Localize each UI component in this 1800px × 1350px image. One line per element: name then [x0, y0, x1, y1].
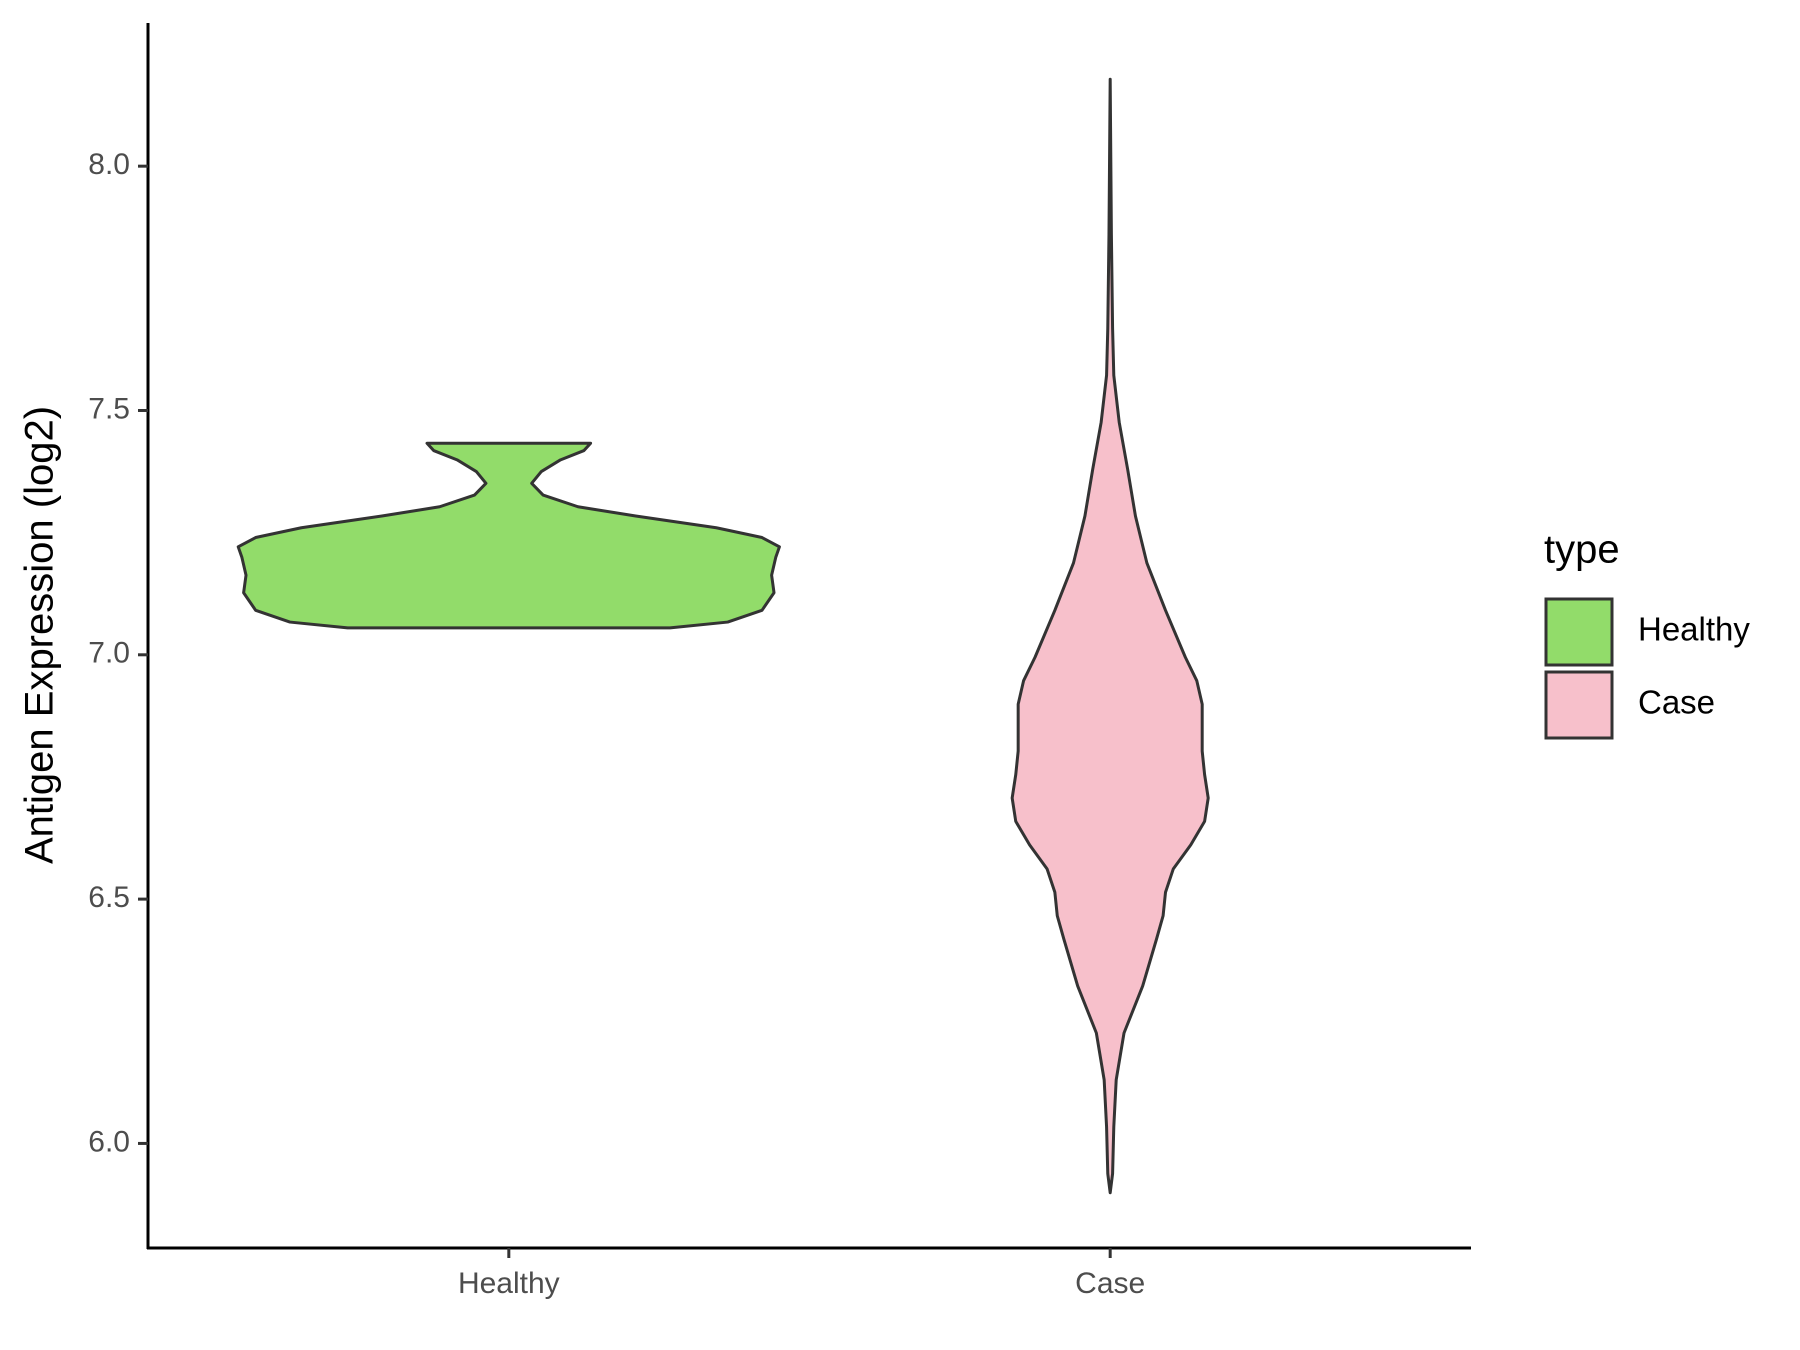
- y-tick-label: 7.0: [88, 637, 130, 670]
- violin: [236, 441, 781, 630]
- y-tick-label: 6.5: [88, 881, 130, 914]
- legend-title: type: [1544, 528, 1620, 572]
- x-tick-label: Healthy: [458, 1267, 560, 1300]
- y-axis-title: Antigen Expression (log2): [18, 406, 62, 864]
- legend-key: [1544, 670, 1614, 740]
- x-tick-label: Case: [1075, 1267, 1145, 1300]
- legend-label: Case: [1638, 684, 1715, 721]
- y-tick-label: 6.0: [88, 1125, 130, 1158]
- y-tick-label: 8.0: [88, 148, 130, 181]
- violin: [1010, 77, 1210, 1195]
- legend-label: Healthy: [1638, 611, 1750, 648]
- y-tick-label: 7.5: [88, 392, 130, 425]
- legend-key: [1544, 597, 1614, 667]
